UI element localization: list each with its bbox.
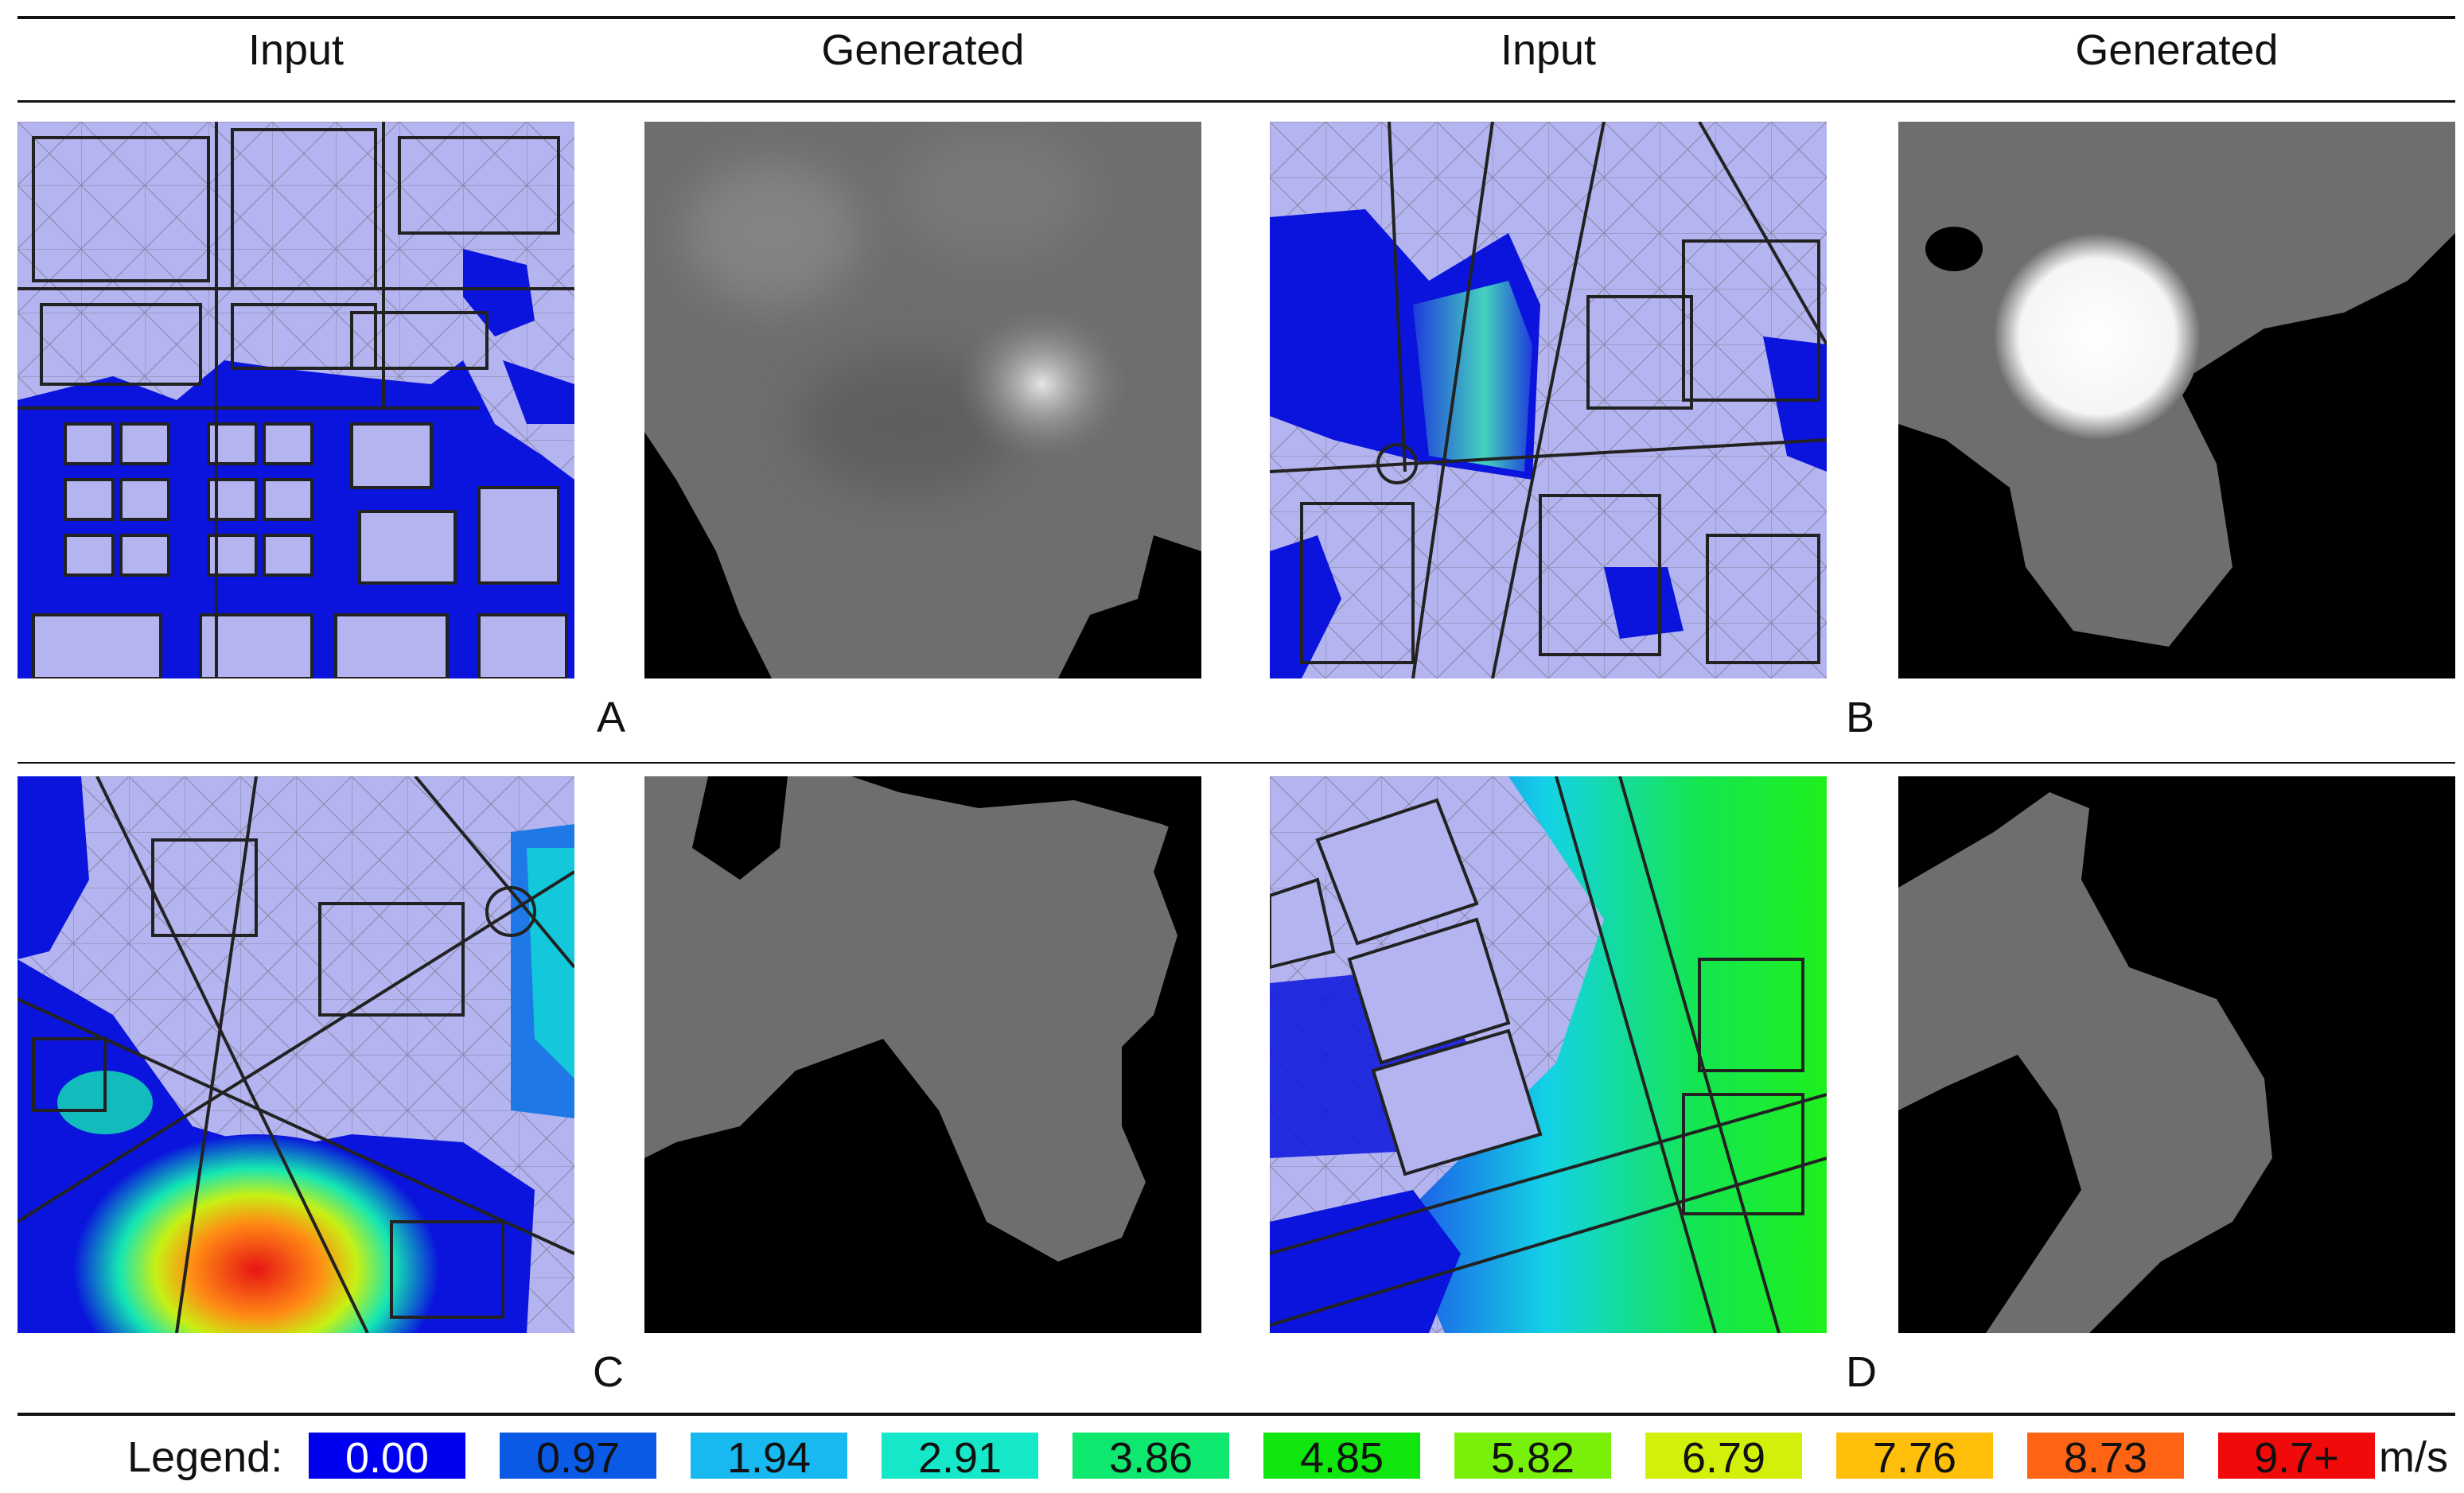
legend-swatch: 4.85 (1263, 1433, 1420, 1482)
column-header-input: Input (247, 26, 344, 74)
column-header-input: Input (1500, 26, 1597, 74)
legend-swatch: 7.76 (1836, 1433, 1993, 1482)
generated-panel-a (644, 122, 1201, 678)
generated-field-c (644, 776, 1201, 1333)
generated-panel-d (1898, 776, 2455, 1333)
column-header-generated: Generated (2075, 26, 2279, 74)
legend-rule (18, 1413, 2455, 1416)
wind-map-a (18, 122, 574, 678)
legend-swatch: 8.73 (2027, 1433, 2184, 1482)
wind-map-b (1270, 122, 1827, 678)
legend-title: Legend: (127, 1433, 283, 1481)
generated-panel-c (644, 776, 1201, 1333)
generated-panel-b (1898, 122, 2455, 678)
legend-swatch: 0.97 (500, 1433, 656, 1482)
input-panel-c (18, 776, 574, 1333)
legend-swatch: 1.94 (691, 1433, 847, 1482)
input-panel-a (18, 122, 574, 678)
header-rule (18, 100, 2455, 103)
legend-swatch: 2.91 (882, 1433, 1038, 1482)
legend-unit: m/s (2379, 1433, 2448, 1481)
wind-map-d (1270, 776, 1827, 1333)
row-divider (18, 762, 2455, 764)
panel-label-b: B (1846, 694, 1875, 741)
wind-map-c (18, 776, 574, 1333)
column-header-generated: Generated (821, 26, 1025, 74)
panel-label-c: C (593, 1348, 624, 1396)
input-panel-b (1270, 122, 1827, 678)
legend-swatch: 0.00 (309, 1433, 465, 1482)
panel-label-a: A (597, 694, 626, 741)
legend-swatch: 9.7+ (2218, 1433, 2375, 1482)
input-panel-d (1270, 776, 1827, 1333)
legend-swatch: 5.82 (1454, 1433, 1611, 1482)
generated-field-d (1898, 776, 2455, 1333)
top-rule (18, 16, 2455, 19)
legend-swatch: 6.79 (1645, 1433, 1802, 1482)
generated-field-a (644, 122, 1201, 678)
panel-label-d: D (1846, 1348, 1877, 1396)
legend-swatch: 3.86 (1072, 1433, 1229, 1482)
generated-field-b (1898, 122, 2455, 678)
